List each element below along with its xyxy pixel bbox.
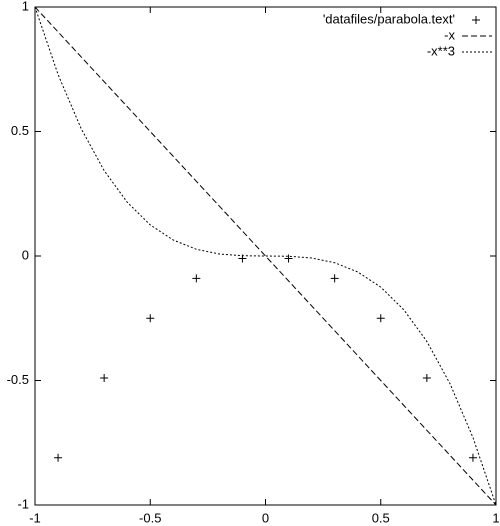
point [54,453,63,462]
y-tick-label: 1 [22,0,29,13]
point [192,274,201,283]
x-tick-label: 0 [262,510,269,525]
y-tick-label: 0.5 [11,123,29,138]
y-tick-label: -1 [17,496,29,511]
x-tick-label: -0.5 [139,510,161,525]
legend-label: 'datafiles/parabola.text' [323,11,455,26]
x-tick-label: 1 [492,510,499,525]
point [100,374,109,383]
point [284,254,293,263]
y-tick-label: 0 [22,247,29,262]
legend-marker [472,16,480,24]
y-tick-label: -0.5 [7,372,29,387]
x-tick-label: 0.5 [372,510,390,525]
point [146,314,155,323]
legend-label: -x**3 [427,43,455,58]
point [376,314,385,323]
legend-label: -x [444,27,455,42]
line [34,6,497,506]
point [422,374,431,383]
point [468,453,477,462]
x-tick-label: -1 [29,510,41,525]
point [330,274,339,283]
line [34,6,497,506]
